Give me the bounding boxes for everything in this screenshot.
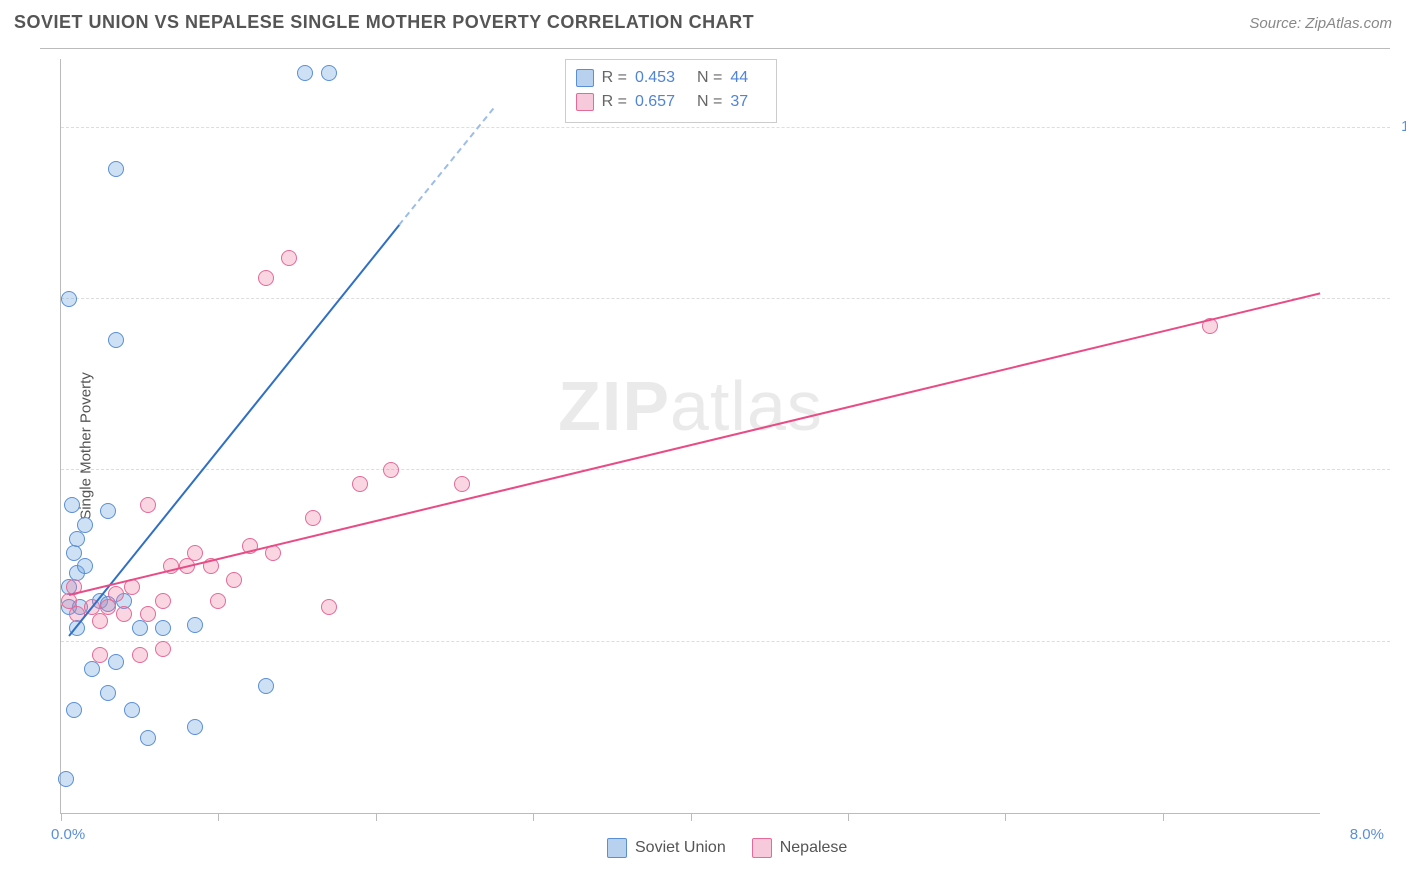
data-point [64,497,80,513]
legend-swatch [576,69,594,87]
legend-swatch [607,838,627,858]
data-point [132,620,148,636]
x-axis-max-label: 8.0% [1350,826,1384,843]
n-label: N = [697,66,722,90]
r-label: R = [602,66,627,90]
x-tick [533,813,534,821]
gridline: 50.0% [61,469,1390,470]
data-point [100,503,116,519]
watermark-rest: atlas [670,367,823,445]
data-point [281,250,297,266]
data-point [61,291,77,307]
gridline: 25.0% [61,641,1390,642]
x-tick [61,813,62,821]
chart-container: ZIPatlas R = 0.453 N = 44 R = 0.657 N = 37 0.0%… [40,48,1390,862]
gridline: 100.0% [61,127,1390,128]
data-point [321,65,337,81]
legend-swatch [752,838,772,858]
data-point [69,531,85,547]
data-point [77,558,93,574]
r-value: 0.453 [635,66,675,90]
data-point [297,65,313,81]
legend-swatch [576,93,594,111]
data-point [140,497,156,513]
data-point [454,476,470,492]
source-name: ZipAtlas.com [1305,15,1392,32]
data-point [132,647,148,663]
data-point [155,593,171,609]
chart-title: SOVIET UNION VS NEPALESE SINGLE MOTHER P… [14,12,754,33]
data-point [155,620,171,636]
x-axis-min-label: 0.0% [51,826,85,843]
y-tick-label: 100.0% [1397,118,1406,135]
plot-area: ZIPatlas R =0.453N =44R =0.657N =37 0.0%… [60,59,1320,814]
data-point [352,476,368,492]
r-label: R = [602,90,627,114]
data-point [92,613,108,629]
legend-label: Nepalese [780,839,848,857]
category-legend: Soviet Union Nepalese [607,838,847,858]
x-tick [1163,813,1164,821]
data-point [116,606,132,622]
data-point [77,517,93,533]
legend-stat-row: R = 0.453 N = 44 [576,66,763,90]
trend-line [399,107,495,225]
legend-label: Soviet Union [635,839,726,857]
x-tick [848,813,849,821]
x-tick [1005,813,1006,821]
data-point [155,641,171,657]
correlation-legend: R = 0.453 N = 44 R = 0.657 N = 37 [565,59,778,123]
n-value: 37 [730,90,748,114]
data-point [187,719,203,735]
n-value: 44 [730,66,748,90]
data-point [92,647,108,663]
source-attribution: Source: ZipAtlas.com [1249,15,1392,32]
watermark: ZIPatlas [558,366,823,446]
data-point [383,462,399,478]
data-point [140,730,156,746]
data-point [100,685,116,701]
data-point [187,617,203,633]
data-point [84,661,100,677]
x-tick [691,813,692,821]
data-point [108,332,124,348]
data-point [58,771,74,787]
data-point [305,510,321,526]
data-point [108,161,124,177]
legend-item: Nepalese [752,838,848,858]
data-point [210,593,226,609]
r-value: 0.657 [635,90,675,114]
data-point [140,606,156,622]
gridline: 75.0% [61,298,1390,299]
data-point [66,545,82,561]
data-point [226,572,242,588]
data-point [100,599,116,615]
x-tick [376,813,377,821]
data-point [258,270,274,286]
legend-item: Soviet Union [607,838,726,858]
data-point [124,702,140,718]
data-point [108,654,124,670]
trend-line [69,292,1321,596]
n-label: N = [697,90,722,114]
legend-stat-row: R = 0.657 N = 37 [576,90,763,114]
data-point [321,599,337,615]
data-point [187,545,203,561]
data-point [258,678,274,694]
watermark-bold: ZIP [558,367,670,445]
data-point [66,702,82,718]
data-point [108,586,124,602]
x-tick [218,813,219,821]
source-label: Source: [1249,15,1301,32]
